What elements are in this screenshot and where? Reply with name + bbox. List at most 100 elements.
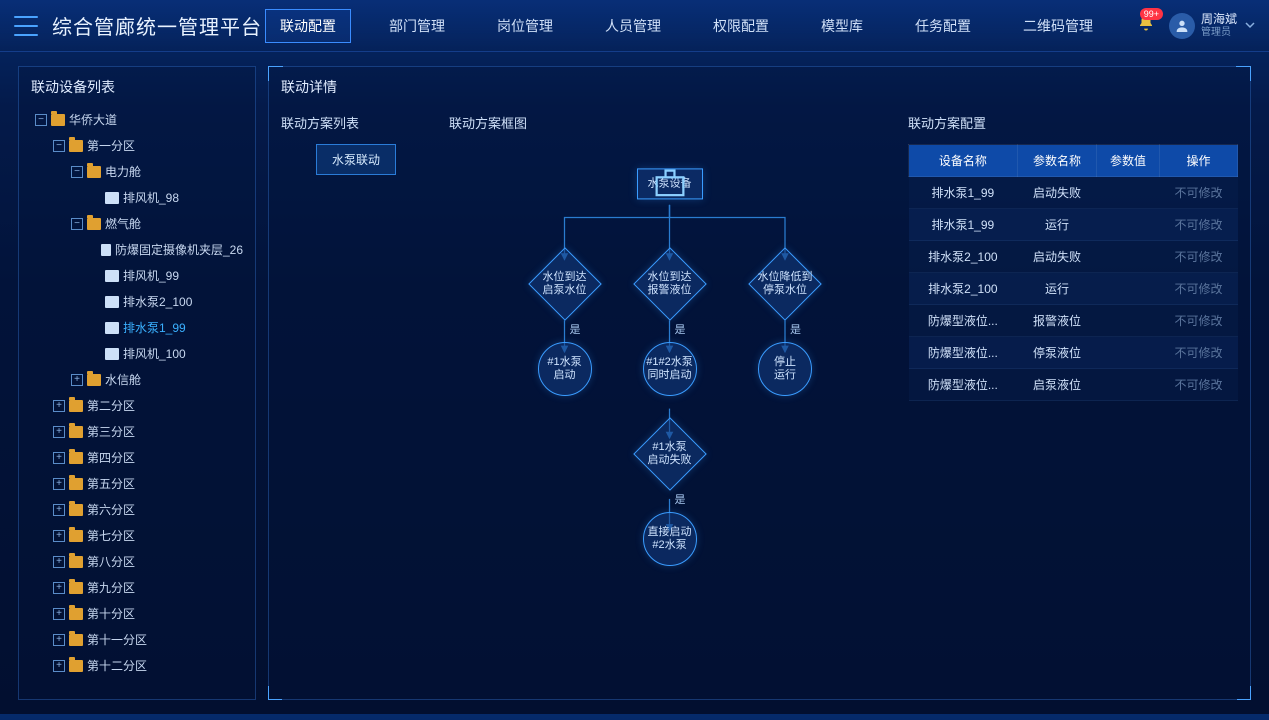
table-cell <box>1097 273 1160 305</box>
nav-item-7[interactable]: 二维码管理 <box>1009 10 1107 42</box>
tree-folder[interactable]: +第十分区 <box>31 601 243 627</box>
expand-icon[interactable]: − <box>71 166 83 178</box>
diagram-node-root[interactable]: 水泵设备 <box>637 168 703 199</box>
folder-icon <box>87 166 101 178</box>
expand-icon[interactable]: + <box>53 478 65 490</box>
tree-folder[interactable]: + 第八分区 <box>31 549 243 575</box>
expand-icon[interactable]: + <box>53 530 65 542</box>
expand-icon[interactable]: + <box>53 426 65 438</box>
tree-folder[interactable]: −燃气舱 <box>31 211 243 237</box>
bell-icon[interactable]: 99+ <box>1137 14 1155 37</box>
table-row[interactable]: 排水泵2_100启动失败不可修改 <box>909 241 1238 273</box>
tree-folder[interactable]: +第七分区 <box>31 523 243 549</box>
table-row[interactable]: 防爆型液位...报警液位不可修改 <box>909 305 1238 337</box>
nav-item-1[interactable]: 部门管理 <box>375 10 459 42</box>
detail-title: 联动详情 <box>281 77 1238 97</box>
plan-list-title: 联动方案列表 <box>281 113 431 132</box>
node-label: 水位到达报警液位 <box>648 271 692 297</box>
config-title: 联动方案配置 <box>908 113 1238 132</box>
tree-file[interactable]: 排风机_99 <box>31 263 243 289</box>
expand-icon[interactable]: + <box>53 660 65 672</box>
tree-folder[interactable]: −电力舱 <box>31 159 243 185</box>
nav-item-0[interactable]: 联动配置 <box>265 9 351 43</box>
tree-file[interactable]: 排水泵1_99 <box>31 315 243 341</box>
nav-item-5[interactable]: 模型库 <box>807 10 877 42</box>
diagram-node-c1[interactable]: #1水泵启动 <box>538 342 592 396</box>
tree-file[interactable]: 排水泵2_100 <box>31 289 243 315</box>
node-label: 水位降低到停泵水位 <box>758 271 813 297</box>
folder-icon <box>69 634 83 646</box>
expand-icon[interactable]: + <box>53 634 65 646</box>
node-label: 停止运行 <box>774 356 796 382</box>
diagram-node-c4[interactable]: 直接启动#2水泵 <box>643 512 697 566</box>
tree-label: 第十一分区 <box>87 627 147 653</box>
file-icon <box>101 244 111 256</box>
table-cell: 运行 <box>1017 273 1096 305</box>
table-cell <box>1097 209 1160 241</box>
tree-file[interactable]: 排风机_100 <box>31 341 243 367</box>
tree-folder[interactable]: +第四分区 <box>31 445 243 471</box>
notification-badge: 99+ <box>1140 8 1163 20</box>
tree-folder[interactable]: + 第三分区 <box>31 419 243 445</box>
expand-icon[interactable]: + <box>53 582 65 594</box>
tree-label: 排水泵1_99 <box>123 315 186 341</box>
folder-icon <box>87 218 101 230</box>
nav-item-4[interactable]: 权限配置 <box>699 10 783 42</box>
tree-label: 第八分区 <box>87 549 135 575</box>
table-cell: 排水泵1_99 <box>909 209 1018 241</box>
device-tree: −华侨大道−第一分区−电力舱排风机_98−燃气舱防爆固定摄像机夹层_26排风机_… <box>31 107 243 679</box>
tree-folder[interactable]: +第五分区 <box>31 471 243 497</box>
table-row[interactable]: 防爆型液位...停泵液位不可修改 <box>909 337 1238 369</box>
table-row[interactable]: 排水泵1_99启动失败不可修改 <box>909 177 1238 209</box>
user-menu[interactable]: 周海斌 管理员 <box>1169 13 1255 39</box>
table-row[interactable]: 防爆型液位...启泵液位不可修改 <box>909 369 1238 401</box>
nav-item-6[interactable]: 任务配置 <box>901 10 985 42</box>
table-row[interactable]: 排水泵2_100运行不可修改 <box>909 273 1238 305</box>
expand-icon[interactable]: − <box>35 114 47 126</box>
expand-icon[interactable]: + <box>53 608 65 620</box>
tree-folder[interactable]: −华侨大道 <box>31 107 243 133</box>
expand-icon[interactable]: + <box>53 400 65 412</box>
expand-icon[interactable]: + <box>71 374 83 386</box>
tree-folder[interactable]: +第十二分区 <box>31 653 243 679</box>
node-label: #1#2水泵同时启动 <box>646 356 692 382</box>
tree-file[interactable]: 防爆固定摄像机夹层_26 <box>31 237 243 263</box>
diagram-node-c2[interactable]: #1#2水泵同时启动 <box>643 342 697 396</box>
diagram-node-d1[interactable]: 水位到达启泵水位 <box>529 248 601 320</box>
app-title: 综合管廊统一管理平台 <box>52 11 262 40</box>
plan-button[interactable]: 水泵联动 <box>316 144 396 175</box>
diagram-node-c3[interactable]: 停止运行 <box>758 342 812 396</box>
top-nav: 联动配置部门管理岗位管理人员管理权限配置模型库任务配置二维码管理 <box>265 9 1107 43</box>
diagram-title: 联动方案框图 <box>449 113 890 132</box>
folder-icon <box>69 582 83 594</box>
tree-folder[interactable]: −第一分区 <box>31 133 243 159</box>
table-row[interactable]: 排水泵1_99运行不可修改 <box>909 209 1238 241</box>
table-cell: 不可修改 <box>1159 273 1237 305</box>
nav-item-3[interactable]: 人员管理 <box>591 10 675 42</box>
tree-folder[interactable]: +第二分区 <box>31 393 243 419</box>
table-header: 操作 <box>1159 145 1237 177</box>
diagram-node-d2[interactable]: 水位到达报警液位 <box>634 248 706 320</box>
expand-icon[interactable]: − <box>53 140 65 152</box>
expand-icon[interactable]: + <box>53 556 65 568</box>
table-header: 参数名称 <box>1017 145 1096 177</box>
menu-icon[interactable] <box>14 16 38 36</box>
nav-item-2[interactable]: 岗位管理 <box>483 10 567 42</box>
tree-folder[interactable]: +第九分区 <box>31 575 243 601</box>
tree-label: 排风机_100 <box>123 341 186 367</box>
expand-icon[interactable]: + <box>53 452 65 464</box>
table-cell <box>1097 369 1160 401</box>
tree-label: 第三分区 <box>87 419 135 445</box>
diagram-node-d4[interactable]: #1水泵启动失败 <box>634 418 706 490</box>
table-cell: 启动失败 <box>1017 241 1096 273</box>
tree-folder[interactable]: + 第十一分区 <box>31 627 243 653</box>
tree-file[interactable]: 排风机_98 <box>31 185 243 211</box>
file-icon <box>105 322 119 334</box>
expand-icon[interactable]: − <box>71 218 83 230</box>
expand-icon[interactable]: + <box>53 504 65 516</box>
tree-folder[interactable]: +水信舱 <box>31 367 243 393</box>
tree-label: 排水泵2_100 <box>123 289 192 315</box>
diagram-node-d3[interactable]: 水位降低到停泵水位 <box>749 248 821 320</box>
tree-folder[interactable]: +第六分区 <box>31 497 243 523</box>
folder-icon <box>69 608 83 620</box>
